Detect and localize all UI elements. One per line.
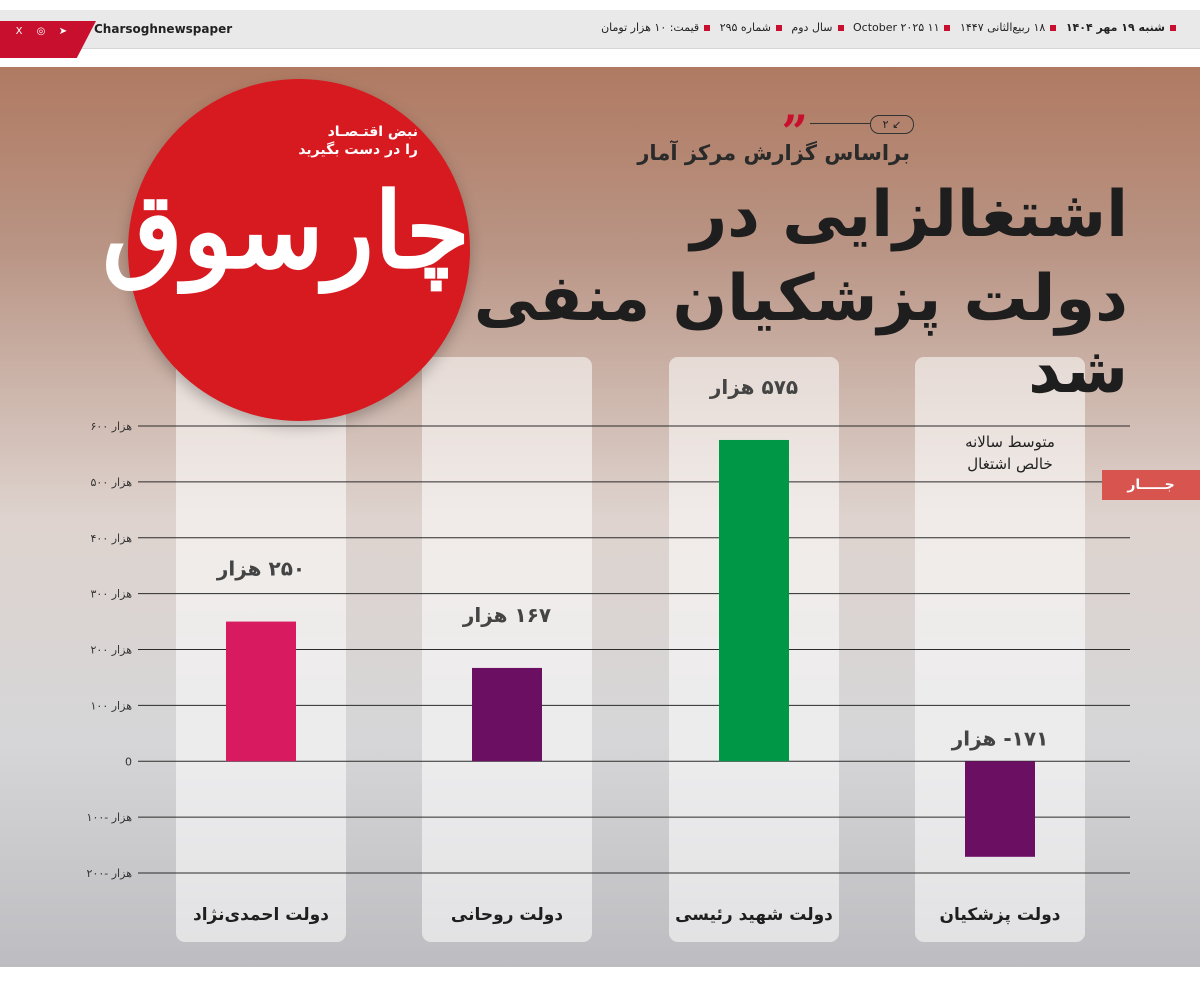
data-label: ۱۶۷ هزار (462, 603, 551, 627)
category-label: دولت روحانی (451, 905, 563, 925)
data-label: ۲۵۰ هزار (216, 557, 305, 581)
headline-line-1: اشتغالزایی در (690, 178, 1128, 252)
chart-note: متوسط سالانه (965, 433, 1055, 451)
bar (472, 667, 542, 762)
y-tick-label: ۲۰۰ هزار (91, 644, 133, 657)
issue-price: قیمت: ۱۰ هزار تومان (601, 21, 711, 34)
y-tick-label: ۶۰۰ هزار (91, 420, 133, 433)
instagram-icon[interactable]: ◎ (32, 23, 50, 41)
top-info-bar: X ◎ ➤ Charsoghnewspaper شنبه ۱۹ مهر ۱۴۰۴ ۱… (0, 10, 1200, 58)
y-tick-label: ۱۰۰ هزار (91, 699, 133, 712)
y-tick-label: ۲۰۰- هزار (87, 867, 133, 880)
social-handle[interactable]: Charsoghnewspaper (94, 22, 233, 36)
issue-info: شنبه ۱۹ مهر ۱۴۰۴ ۱۸ ربیع‌الثانی ۱۴۴۷ ۱۱ … (595, 21, 1176, 34)
x-icon[interactable]: X (10, 23, 28, 41)
logo-wordmark: چارسوق (102, 169, 474, 292)
bar (965, 761, 1035, 857)
chart-note: خالص اشتغال (967, 455, 1053, 473)
y-tick-label: ۵۰۰ هزار (91, 476, 133, 489)
infographic-poster: ۶۰۰ هزار ۵۰۰ هزار ۴۰۰ هزار ۳۰۰ هزار ۲۰۰ هزار… (0, 67, 1200, 967)
y-tick-label: 0 (125, 755, 132, 768)
issue-date-hijri: ۱۸ ربیع‌الثانی ۱۴۴۷ (960, 21, 1057, 34)
headline-line-2: دولت پزشکیان منفی شد (473, 262, 1128, 408)
social-links: X ◎ ➤ (10, 19, 76, 41)
quote-divider (810, 123, 870, 124)
category-label: دولت شهید رئیسی (675, 905, 833, 925)
logo-slogan: نبض اقتـصـاد را در دست بگیرید (298, 124, 418, 158)
kicker: براساس گزارش مرکز آمار (637, 141, 910, 165)
bar (719, 439, 789, 762)
page-badge: ۲ ↙ (870, 115, 914, 134)
issue-number: شماره ۲۹۵ (720, 21, 782, 34)
issue-date-gregorian: ۱۱ October ۲۰۲۵ (853, 21, 951, 34)
employment-bar-chart: ۶۰۰ هزار ۵۰۰ هزار ۴۰۰ هزار ۳۰۰ هزار ۲۰۰ هزار… (87, 357, 1130, 942)
y-tick-label: ۴۰۰ هزار (91, 532, 133, 545)
data-label: ۱۷۱- هزار (951, 726, 1049, 750)
side-tag: جـــــار (1102, 470, 1200, 500)
quote-icon: ” (781, 105, 808, 159)
y-tick-label: ۱۰۰- هزار (87, 811, 133, 824)
issue-year: سال دوم (791, 21, 844, 34)
category-label: دولت پزشکیان (940, 905, 1061, 925)
data-label: ۵۷۵ هزار (709, 375, 798, 399)
newspaper-logo: نبض اقتـصـاد را در دست بگیرید چارسوق (102, 79, 474, 421)
bar (226, 621, 296, 762)
y-tick-label: ۳۰۰ هزار (91, 588, 133, 601)
category-label: دولت احمدی‌نژاد (193, 905, 329, 925)
telegram-icon[interactable]: ➤ (54, 23, 72, 41)
issue-date-persian: شنبه ۱۹ مهر ۱۴۰۴ (1066, 21, 1176, 34)
